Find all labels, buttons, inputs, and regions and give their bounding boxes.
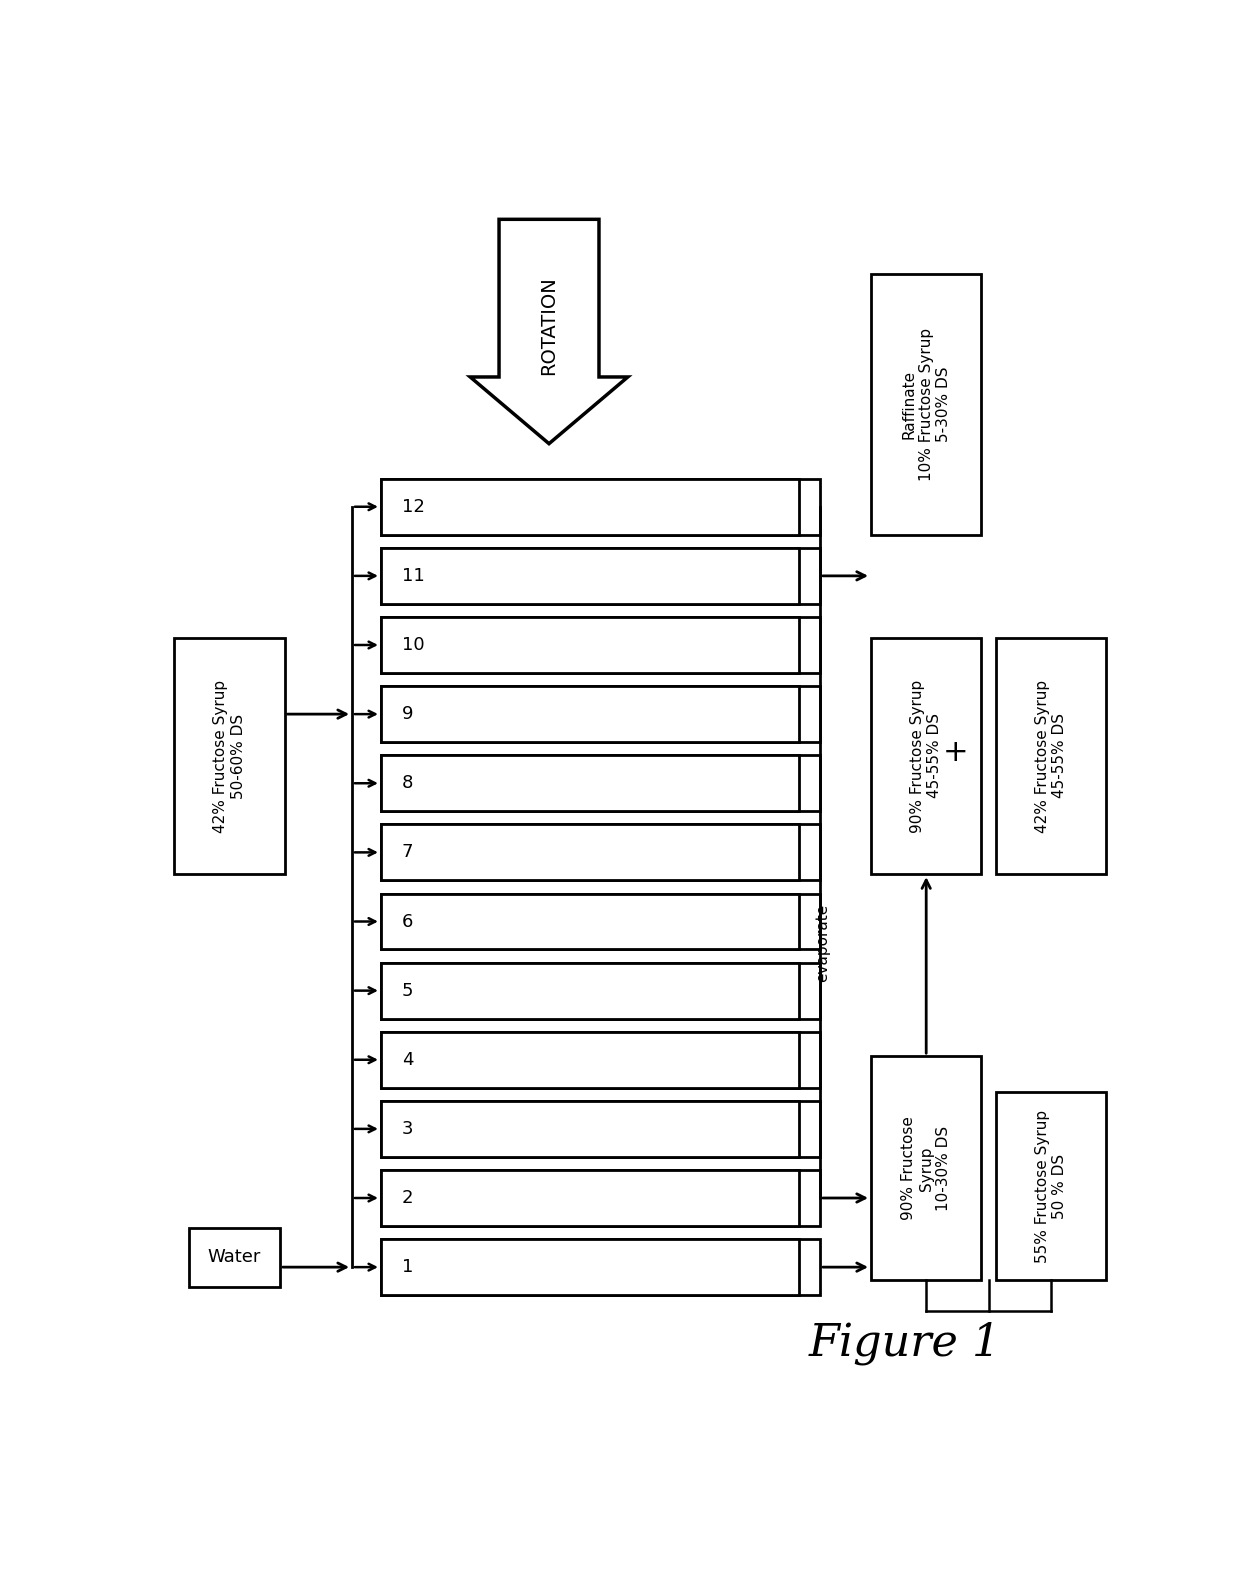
Bar	[381, 479, 799, 534]
Bar	[381, 548, 799, 603]
Bar	[381, 617, 799, 673]
Bar	[381, 756, 820, 811]
Bar	[381, 548, 820, 603]
Bar	[174, 638, 285, 874]
Bar	[870, 274, 982, 534]
Bar	[381, 1170, 820, 1225]
Text: 42% Fructose Syrup
45-55% DS: 42% Fructose Syrup 45-55% DS	[1035, 679, 1068, 833]
Text: ROTATION: ROTATION	[539, 276, 558, 375]
Text: 3: 3	[402, 1120, 413, 1137]
Text: 11: 11	[402, 567, 425, 584]
Bar	[381, 687, 799, 742]
Text: +: +	[942, 739, 968, 767]
Bar	[381, 893, 820, 950]
Text: evaporate: evaporate	[816, 904, 831, 983]
Text: 5: 5	[402, 981, 413, 1000]
Bar	[870, 638, 982, 874]
Bar	[381, 687, 820, 742]
Text: 55% Fructose Syrup
50 % DS: 55% Fructose Syrup 50 % DS	[1035, 1110, 1068, 1263]
Text: 4: 4	[402, 1051, 413, 1069]
Bar	[381, 824, 820, 880]
Text: 8: 8	[402, 775, 413, 792]
Bar	[381, 962, 820, 1019]
Text: 7: 7	[402, 843, 413, 862]
Text: 6: 6	[402, 912, 413, 931]
Text: 9: 9	[402, 706, 413, 723]
Bar	[870, 1057, 982, 1280]
Text: 90% Fructose
Syrup
10-30% DS: 90% Fructose Syrup 10-30% DS	[901, 1117, 951, 1221]
Bar	[188, 1228, 280, 1287]
Bar	[381, 1032, 799, 1088]
Bar	[381, 1032, 820, 1088]
Bar	[996, 1093, 1106, 1280]
Text: 90% Fructose Syrup
45-55% DS: 90% Fructose Syrup 45-55% DS	[910, 679, 942, 833]
Bar	[381, 1240, 799, 1295]
Text: 42% Fructose Syrup
50-60% DS: 42% Fructose Syrup 50-60% DS	[213, 679, 246, 833]
Bar	[381, 893, 799, 950]
Text: 1: 1	[402, 1258, 413, 1276]
Text: Raffinate
10% Fructose Syrup
5-30% DS: Raffinate 10% Fructose Syrup 5-30% DS	[901, 328, 951, 480]
Bar	[381, 1101, 799, 1156]
Bar	[381, 962, 799, 1019]
Bar	[381, 1101, 820, 1156]
Bar	[381, 824, 799, 880]
Text: 10: 10	[402, 636, 424, 654]
Polygon shape	[470, 219, 627, 444]
Text: Water: Water	[207, 1249, 260, 1266]
Text: 12: 12	[402, 498, 425, 515]
Bar	[381, 756, 799, 811]
Text: Figure 1: Figure 1	[808, 1321, 1001, 1366]
Bar	[381, 479, 820, 534]
Bar	[381, 1240, 820, 1295]
Bar	[996, 638, 1106, 874]
Bar	[381, 617, 820, 673]
Bar	[381, 1170, 799, 1225]
Text: 2: 2	[402, 1189, 413, 1206]
